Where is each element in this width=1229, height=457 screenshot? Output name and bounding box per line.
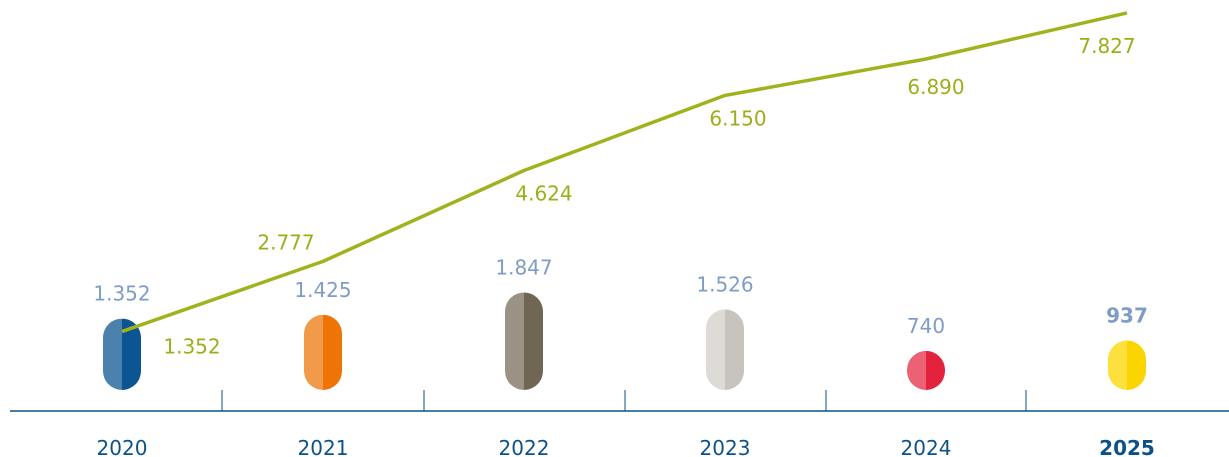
bar-left-half — [103, 318, 122, 390]
bar-right-half — [1127, 340, 1146, 390]
bar-value-label: 740 — [907, 314, 945, 338]
line-value-label: 1.352 — [163, 334, 220, 358]
x-tick-label: 2022 — [499, 436, 550, 457]
bar-2023 — [706, 309, 744, 390]
bars-layer — [103, 292, 1146, 390]
x-tick-label: 2023 — [700, 436, 751, 457]
bar-2025 — [1108, 340, 1146, 390]
bar-left-half — [706, 309, 725, 390]
bar-2020 — [103, 318, 141, 390]
bar-right-half — [122, 318, 141, 390]
bar-value-label: 937 — [1106, 304, 1148, 328]
bar-2022 — [505, 292, 543, 390]
bar-value-label: 1.526 — [696, 272, 753, 296]
bar-right-half — [323, 314, 342, 390]
bar-left-half — [505, 292, 524, 390]
axis-layer: 2020 2021 2022 2023 2024 2025 — [10, 390, 1229, 457]
cumulative-line — [121, 11, 1128, 334]
labels-layer: 1.352 1.425 1.847 1.526 740 937 1.352 2.777 4.62… — [93, 34, 1148, 359]
bar-left-half — [1108, 340, 1127, 390]
line-value-label: 4.624 — [515, 181, 572, 205]
x-tick-label: 2025 — [1099, 436, 1155, 457]
bar-2024 — [907, 350, 945, 390]
line-value-label: 2.777 — [257, 230, 314, 254]
bar-right-half — [926, 350, 945, 390]
line-value-label: 6.890 — [907, 75, 964, 99]
bar-left-half — [907, 350, 926, 390]
bar-value-label: 1.425 — [294, 278, 351, 302]
bar-value-label: 1.352 — [93, 282, 150, 306]
line-value-label: 6.150 — [709, 106, 766, 130]
bar-left-half — [304, 314, 323, 390]
bar-right-half — [725, 309, 744, 390]
x-tick-label: 2020 — [97, 436, 148, 457]
x-tick-label: 2021 — [298, 436, 349, 457]
x-tick-label: 2024 — [901, 436, 952, 457]
line-layer — [121, 11, 1128, 334]
bar-value-label: 1.847 — [495, 255, 552, 279]
bar-2021 — [304, 314, 342, 390]
bar-right-half — [524, 292, 543, 390]
line-value-label: 7.827 — [1078, 34, 1135, 58]
